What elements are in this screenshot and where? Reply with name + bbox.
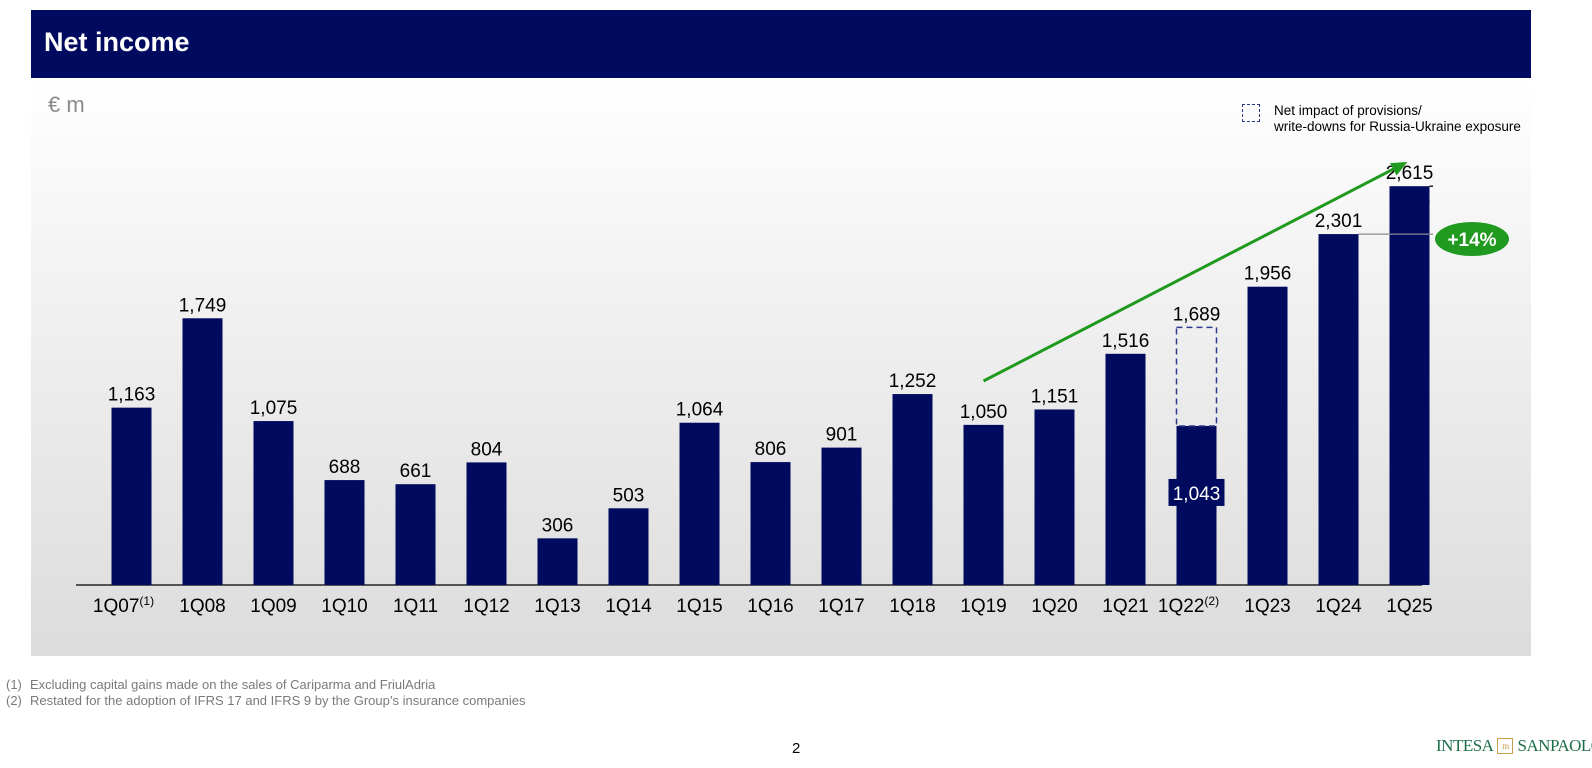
tick-label-1Q09: 1Q09 bbox=[250, 596, 296, 617]
tick-label-1Q10: 1Q10 bbox=[321, 596, 367, 617]
title-bar: Net income bbox=[31, 10, 1531, 78]
tick-label-1Q11: 1Q11 bbox=[393, 596, 438, 617]
tick-label-1Q18: 1Q18 bbox=[889, 596, 935, 617]
value-label-1Q11: 661 bbox=[400, 461, 432, 482]
tick-label-1Q20: 1Q20 bbox=[1031, 596, 1077, 617]
trend-arrow-head-icon bbox=[1390, 162, 1408, 176]
legend-line-2: write-downs for Russia-Ukraine exposure bbox=[1274, 119, 1521, 134]
tick-label-1Q14: 1Q14 bbox=[605, 596, 652, 617]
bar-1Q23 bbox=[1247, 286, 1288, 585]
bar-1Q14 bbox=[608, 508, 649, 585]
tick-label-1Q15: 1Q15 bbox=[676, 596, 722, 617]
value-label-1Q23: 1,956 bbox=[1244, 264, 1292, 285]
tick-label-1Q25: 1Q25 bbox=[1386, 596, 1432, 617]
page-title: Net income bbox=[44, 27, 190, 57]
tick-label-1Q17: 1Q17 bbox=[818, 596, 864, 617]
bar-1Q17 bbox=[821, 447, 862, 585]
footnotes: (1) Excluding capital gains made on the s… bbox=[6, 677, 526, 709]
tick-label-1Q13: 1Q13 bbox=[534, 596, 580, 617]
tick-label-1Q07: 1Q07(1) bbox=[93, 594, 154, 617]
bar-1Q12 bbox=[466, 462, 507, 585]
footnote-2: (2) Restated for the adoption of IFRS 17 … bbox=[6, 693, 526, 708]
bar-1Q19 bbox=[963, 424, 1004, 585]
bar-1Q15 bbox=[679, 422, 720, 585]
company-logo: INTESA m SANPAOLO bbox=[1436, 736, 1592, 755]
trend-arrow-line bbox=[982, 165, 1399, 383]
bar-1Q20 bbox=[1034, 409, 1075, 585]
value-label-1Q10: 688 bbox=[329, 457, 361, 478]
legend: Net impact of provisions/ write-downs fo… bbox=[1242, 103, 1521, 135]
tick-label-1Q22: 1Q22(2) bbox=[1158, 594, 1219, 617]
value-label-1Q15: 1,064 bbox=[676, 400, 724, 421]
tick-label-1Q24: 1Q24 bbox=[1315, 596, 1362, 617]
bar-1Q09 bbox=[253, 421, 294, 585]
total-label-1Q22: 1,689 bbox=[1173, 304, 1221, 325]
value-label-1Q16: 806 bbox=[755, 439, 787, 460]
tick-label-1Q21: 1Q21 bbox=[1102, 596, 1148, 617]
logo-mark-icon: m bbox=[1497, 738, 1514, 754]
legend-line-1: Net impact of provisions/ bbox=[1274, 103, 1422, 118]
value-label-1Q13: 306 bbox=[542, 515, 574, 536]
bar-1Q16 bbox=[750, 462, 791, 585]
value-label-1Q17: 901 bbox=[826, 425, 858, 446]
increase-arrow-head-icon bbox=[1414, 187, 1430, 202]
growth-badge-label: +14% bbox=[1447, 230, 1496, 251]
value-label-bg-1Q22 bbox=[1168, 478, 1225, 506]
value-label-1Q12: 804 bbox=[471, 439, 503, 460]
value-label-1Q14: 503 bbox=[613, 485, 645, 506]
footnote-1: (1) Excluding capital gains made on the s… bbox=[6, 677, 436, 692]
bar-1Q25 bbox=[1389, 186, 1430, 585]
value-label-1Q18: 1,252 bbox=[889, 371, 937, 392]
bar-1Q07 bbox=[111, 407, 152, 585]
value-label-1Q09: 1,075 bbox=[250, 398, 298, 419]
value-label-1Q08: 1,749 bbox=[179, 295, 227, 316]
dashed-box-icon bbox=[1242, 104, 1260, 122]
bar-1Q10 bbox=[324, 480, 365, 585]
tick-label-1Q16: 1Q16 bbox=[747, 596, 793, 617]
value-label-1Q20: 1,151 bbox=[1031, 386, 1079, 407]
value-label-1Q22: 1,043 bbox=[1173, 484, 1221, 505]
dashed-segment-1Q22 bbox=[1175, 326, 1218, 427]
value-label-1Q24: 2,301 bbox=[1315, 211, 1363, 232]
value-label-1Q19: 1,050 bbox=[960, 402, 1008, 423]
bar-1Q13 bbox=[537, 538, 578, 585]
value-label-1Q21: 1,516 bbox=[1102, 331, 1150, 352]
tick-label-1Q12: 1Q12 bbox=[463, 596, 509, 617]
tick-label-1Q23: 1Q23 bbox=[1244, 596, 1290, 617]
bar-1Q24 bbox=[1318, 234, 1359, 585]
value-label-1Q07: 1,163 bbox=[108, 385, 156, 406]
tick-label-1Q08: 1Q08 bbox=[179, 596, 225, 617]
bar-1Q18 bbox=[892, 394, 933, 585]
bar-1Q08 bbox=[182, 318, 223, 585]
unit-label: € m bbox=[48, 92, 85, 117]
page-number: 2 bbox=[792, 740, 801, 757]
growth-badge-bg bbox=[1435, 222, 1509, 256]
tick-label-1Q19: 1Q19 bbox=[960, 596, 1006, 617]
bar-1Q11 bbox=[395, 484, 436, 585]
bar-1Q21 bbox=[1105, 353, 1146, 585]
